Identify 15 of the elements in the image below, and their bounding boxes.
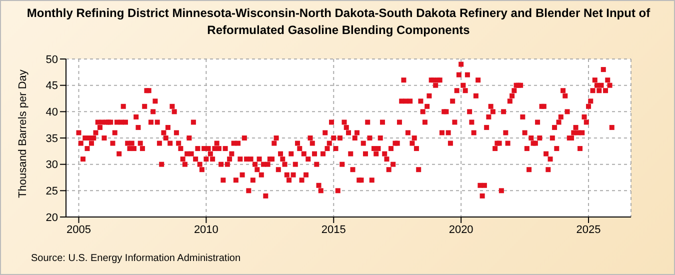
- source-note: Source: U.S. Energy Information Administration: [31, 253, 241, 264]
- x-tick-label: 2015: [321, 224, 346, 236]
- y-tick-label: 50: [46, 54, 58, 66]
- y-tick-label: 35: [46, 132, 58, 145]
- chart-title: Monthly Refining District Minnesota-Wisconsin-North Dakota-South Dakota Refinery and Blender Net Input of Reformulated Gasoline Blending Components: [26, 5, 652, 39]
- y-tick-label: 30: [46, 159, 58, 172]
- y-axis-title: Thousand Barrels per Day: [16, 69, 29, 198]
- x-tick-label: 2020: [448, 224, 474, 236]
- x-tick-label: 2005: [66, 224, 91, 236]
- x-tick-label: 2010: [194, 224, 218, 236]
- y-tick-label: 20: [46, 212, 58, 224]
- x-tick-label: 2025: [576, 224, 601, 236]
- y-tick-label: 45: [46, 80, 58, 92]
- y-tick-label: 40: [46, 106, 58, 119]
- y-tick-label: 25: [46, 186, 58, 198]
